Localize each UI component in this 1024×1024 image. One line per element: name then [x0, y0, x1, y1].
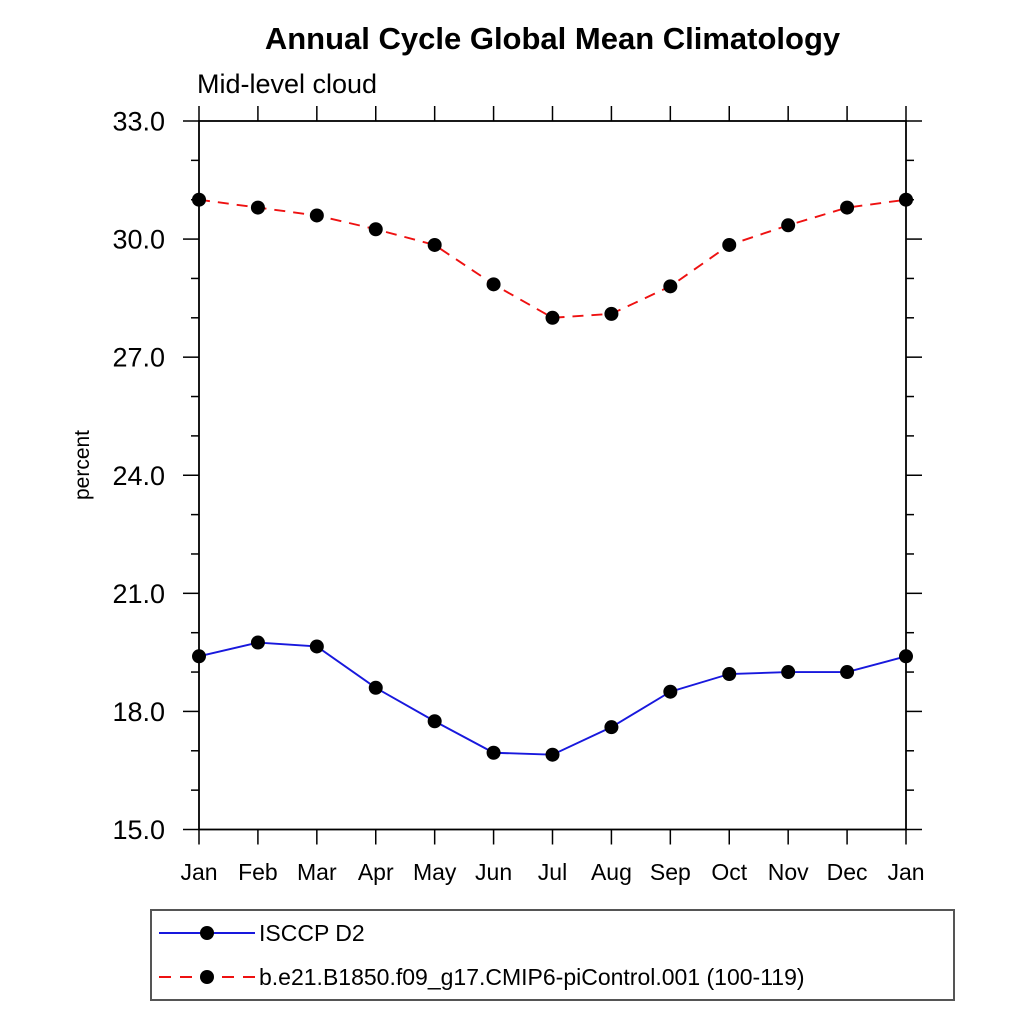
- y-tick-label: 33.0: [112, 107, 165, 137]
- series-marker: [192, 649, 206, 664]
- x-tick-label: Apr: [358, 859, 394, 885]
- series-marker: [781, 218, 796, 233]
- x-tick-label: Jun: [475, 859, 512, 885]
- legend-line-sample-solid: [159, 926, 255, 940]
- series-marker: [899, 649, 913, 664]
- series-marker: [427, 714, 442, 729]
- series-line: [198, 641, 907, 756]
- legend-item: b.e21.B1850.f09_g17.CMIP6-piControl.001 …: [152, 955, 953, 999]
- y-tick-label: 27.0: [112, 343, 165, 373]
- legend-line-sample-dashed: [159, 970, 255, 984]
- y-tick-label: 21.0: [112, 579, 165, 609]
- x-tick-label: Feb: [238, 859, 278, 885]
- series-marker: [309, 639, 324, 654]
- x-tick-label: Nov: [768, 859, 809, 885]
- series-line: [198, 198, 907, 319]
- legend-label: ISCCP D2: [259, 919, 365, 946]
- series-marker: [840, 665, 855, 680]
- series-marker: [604, 720, 619, 735]
- series-marker: [545, 747, 560, 762]
- series-marker: [486, 745, 501, 760]
- y-tick-label: 15.0: [112, 815, 165, 845]
- plot-frame: [198, 120, 907, 831]
- y-tick-label: 24.0: [112, 461, 165, 491]
- series-marker: [427, 237, 442, 252]
- series-marker: [781, 665, 796, 680]
- x-tick-label: Dec: [827, 859, 868, 885]
- series-marker: [368, 680, 383, 695]
- x-tick-label: Oct: [711, 859, 747, 885]
- x-tick-label: Aug: [591, 859, 632, 885]
- series-marker: [486, 277, 501, 292]
- series-marker: [192, 192, 206, 207]
- x-tick-label: May: [413, 859, 457, 885]
- series-marker: [368, 222, 383, 237]
- x-tick-label: Jan: [180, 859, 217, 885]
- series-marker: [309, 208, 324, 223]
- series-marker: [663, 279, 678, 294]
- y-tick-label: 18.0: [112, 697, 165, 727]
- legend-label: b.e21.B1850.f09_g17.CMIP6-piControl.001 …: [259, 963, 805, 990]
- chart-subtitle: Mid-level cloud: [197, 69, 378, 99]
- legend: ISCCP D2 b.e21.B1850.f09_g17.CMIP6-piCon…: [150, 909, 955, 1001]
- chart-title: Annual Cycle Global Mean Climatology: [264, 21, 841, 56]
- series-marker: [604, 306, 619, 321]
- x-tick-label: Jan: [887, 859, 924, 885]
- legend-item: ISCCP D2: [152, 911, 953, 955]
- series-marker: [663, 684, 678, 699]
- series-marker: [250, 200, 265, 215]
- series-marker: [899, 192, 913, 207]
- series-marker: [722, 667, 737, 682]
- series-marker: [250, 635, 265, 650]
- y-tick-label: 30.0: [112, 225, 165, 255]
- series-marker: [722, 237, 737, 252]
- x-tick-label: Sep: [650, 859, 691, 885]
- x-tick-label: Mar: [297, 859, 337, 885]
- series-marker: [545, 310, 560, 325]
- x-tick-label: Jul: [538, 859, 567, 885]
- series-marker: [840, 200, 855, 215]
